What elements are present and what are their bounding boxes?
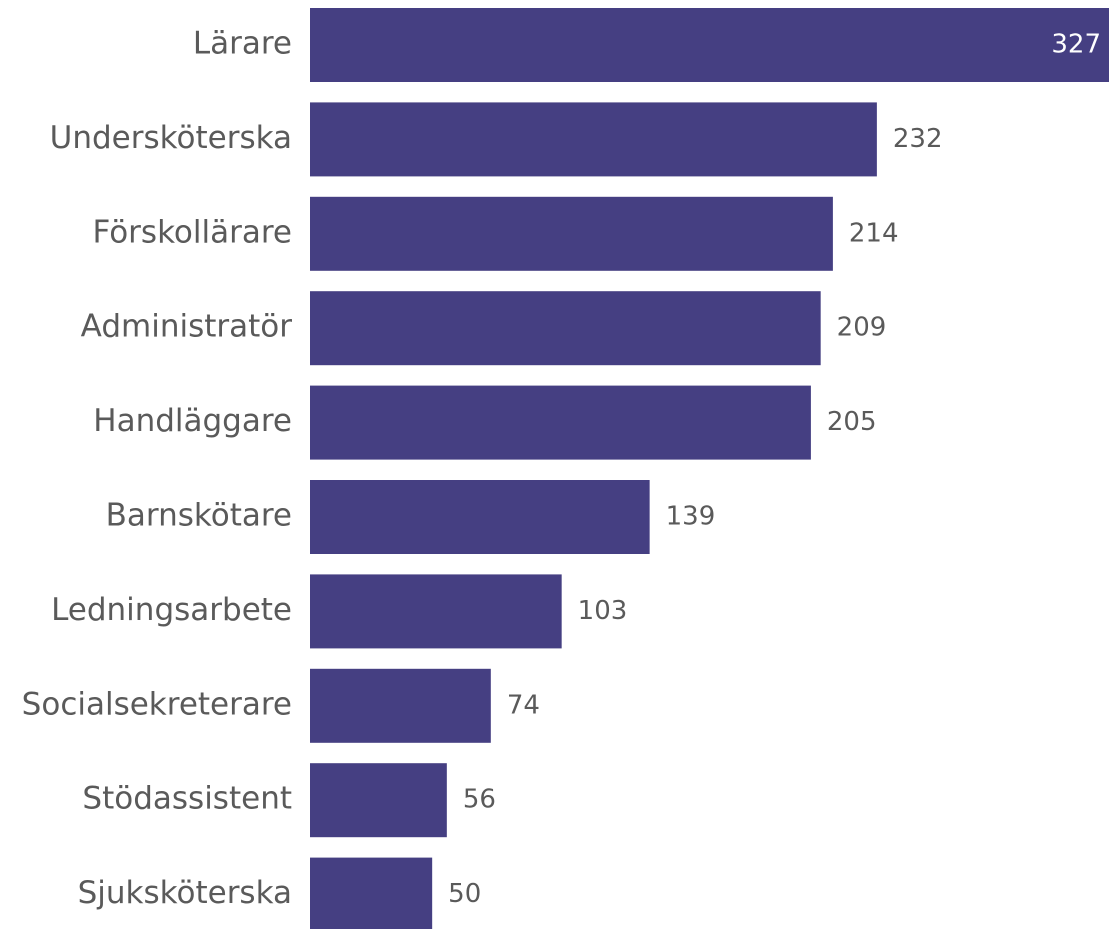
category-label: Handläggare [93, 403, 292, 439]
bar [310, 102, 877, 177]
value-label: 103 [578, 596, 628, 626]
bar [310, 291, 821, 366]
category-label: Socialsekreterare [22, 686, 292, 722]
value-label: 205 [827, 407, 877, 437]
category-label: Förskollärare [92, 214, 292, 250]
bar [310, 763, 447, 838]
bar [310, 668, 491, 743]
category-label: Undersköterska [50, 120, 292, 156]
category-label: Lärare [193, 26, 292, 62]
value-label: 232 [893, 124, 943, 154]
bar [310, 574, 562, 649]
value-label: 56 [463, 785, 496, 815]
bar [310, 857, 433, 929]
value-label: 139 [666, 502, 716, 532]
bar [310, 196, 833, 271]
value-label: 327 [1051, 30, 1101, 60]
value-label: 214 [849, 218, 899, 248]
category-label: Stödassistent [82, 781, 292, 817]
value-label: 209 [837, 313, 887, 343]
category-label: Ledningsarbete [51, 592, 292, 628]
value-label: 74 [507, 690, 540, 720]
category-label: Barnskötare [106, 498, 292, 534]
value-label: 50 [448, 879, 481, 909]
bar [310, 8, 1109, 82]
bar [310, 385, 811, 460]
bar [310, 480, 650, 554]
category-label: Administratör [81, 309, 293, 345]
category-label: Sjuksköterska [78, 875, 292, 911]
